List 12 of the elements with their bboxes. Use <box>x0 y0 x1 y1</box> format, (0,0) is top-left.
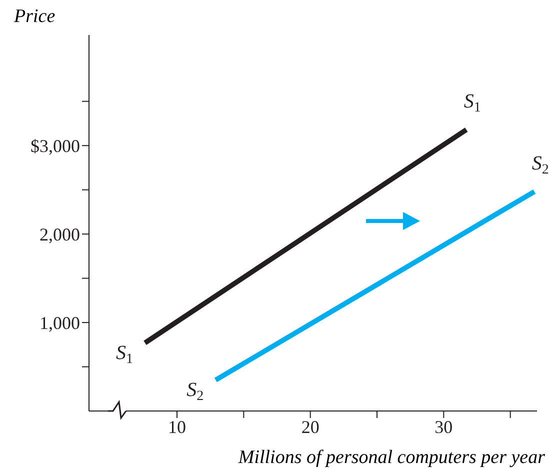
x-tick-label: 20 <box>301 416 320 437</box>
annotation: S$_{2}$ <box>532 152 549 178</box>
x-tick-label: 10 <box>168 416 186 437</box>
y-tick-label: $3,000 <box>30 136 80 156</box>
annotation: S$_{1}$ <box>464 90 481 116</box>
y-axis-title: Price <box>14 6 56 28</box>
y-tick-label: 1,000 <box>40 312 80 333</box>
annotation: S$_{1}$ <box>116 342 133 368</box>
y-tick-label: 2,000 <box>40 224 80 244</box>
annotation: S$_{2}$ <box>186 379 204 404</box>
x-axis-title: Millions of personal computers per year <box>238 447 545 469</box>
x-tick-label: 30 <box>434 416 453 437</box>
